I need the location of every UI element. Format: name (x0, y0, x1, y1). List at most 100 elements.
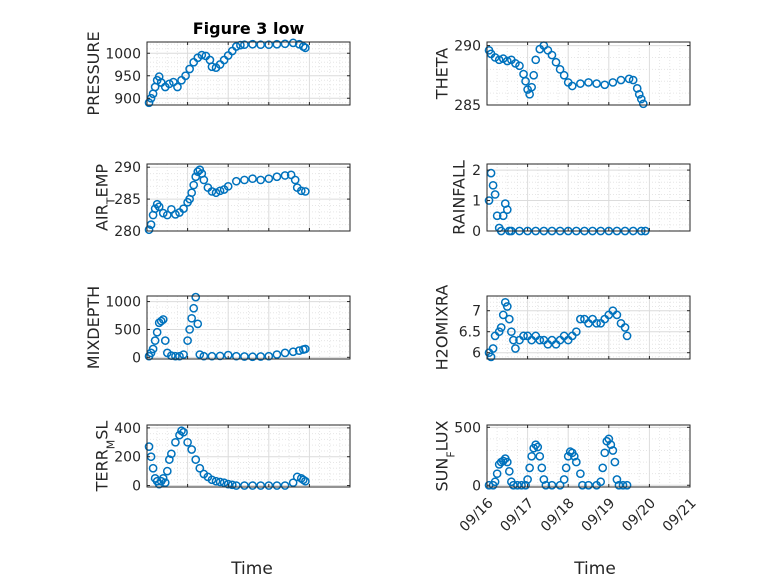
data-point (272, 39, 282, 49)
data-point (193, 167, 203, 177)
data-point (177, 426, 186, 436)
data-point (288, 478, 298, 488)
data-point (504, 467, 514, 476)
data-point (280, 39, 290, 49)
y-tick-label: 285 (454, 98, 481, 114)
x-axis-label-left: Time (230, 559, 273, 579)
y-tick-label: 0 (472, 224, 481, 240)
data-point (529, 70, 539, 80)
data-point (533, 442, 543, 452)
data-point (507, 327, 516, 337)
data-point (164, 79, 174, 89)
panel-h2omixra: 6 6.5 7 H2OMIXRA (433, 285, 691, 370)
data-point (531, 440, 541, 450)
data-point (490, 477, 500, 487)
y-tick-label: 400 (114, 421, 141, 437)
data-point (620, 323, 630, 332)
y-tick-label: 500 (454, 420, 481, 436)
data-point (193, 319, 203, 329)
data-point (521, 76, 530, 86)
data-point (189, 303, 199, 313)
x-tick-label: 09/17 (497, 495, 537, 535)
axes-frame (486, 424, 691, 488)
data-point (248, 39, 257, 49)
data-point (561, 463, 571, 473)
data-point (191, 292, 201, 302)
data-point (187, 188, 197, 198)
data-point (158, 315, 168, 324)
data-point (492, 469, 502, 479)
data-point (571, 457, 581, 467)
data-point (519, 331, 528, 341)
data-point (272, 350, 282, 359)
data-point (576, 79, 585, 88)
data-point (167, 449, 176, 459)
y-axis-label: MIXDEPTH (84, 286, 103, 369)
data-point (183, 336, 192, 345)
y-tick-label: 500 (114, 322, 141, 338)
data-point (280, 481, 290, 490)
data-point (604, 434, 614, 444)
data-point (158, 473, 168, 483)
data-point (551, 57, 561, 67)
data-point (498, 211, 508, 221)
data-point (296, 186, 306, 196)
data-point (527, 451, 537, 461)
data-point (207, 475, 217, 485)
data-point (248, 481, 257, 490)
data-point (173, 82, 182, 92)
data-point (171, 351, 180, 361)
x-tick-label: 09/16 (457, 495, 497, 535)
x-tick-label: 09/18 (538, 495, 578, 535)
data-point (610, 457, 620, 467)
data-point (600, 80, 610, 90)
data-point (576, 314, 585, 324)
data-point (207, 62, 217, 72)
data-point (596, 477, 606, 487)
data-point (240, 481, 249, 490)
data-point (592, 318, 601, 328)
data-point (150, 336, 160, 345)
y-axis-label: RAINFALL (450, 160, 469, 235)
data-point (537, 463, 547, 473)
data-point (618, 480, 628, 490)
data-point (199, 351, 209, 361)
data-point (189, 57, 199, 67)
data-point (612, 475, 622, 484)
data-point (531, 55, 541, 65)
data-point (175, 351, 184, 361)
data-point (584, 78, 593, 87)
y-tick-label: 0 (132, 350, 141, 366)
y-tick-label: 280 (114, 224, 141, 240)
data-point (555, 64, 565, 74)
data-point (535, 335, 545, 345)
data-point (240, 175, 249, 185)
data-point (636, 94, 646, 104)
data-point (300, 43, 310, 53)
y-tick-label: 0 (472, 478, 481, 494)
y-tick-label: 1 (472, 194, 481, 210)
data-point (272, 481, 282, 490)
data-point (488, 180, 498, 190)
data-point (162, 210, 172, 220)
data-point (521, 480, 530, 490)
axes-frame (486, 295, 691, 360)
data-point (290, 175, 300, 185)
data-point (504, 314, 514, 324)
data-point (513, 480, 522, 490)
data-point (576, 469, 585, 479)
data-point (231, 176, 241, 186)
data-point (223, 479, 233, 489)
data-point (598, 463, 608, 473)
data-point (231, 481, 241, 490)
data-point (171, 437, 180, 447)
data-point (502, 457, 512, 467)
data-point (164, 455, 174, 464)
data-point (500, 297, 510, 307)
data-point (511, 344, 520, 353)
